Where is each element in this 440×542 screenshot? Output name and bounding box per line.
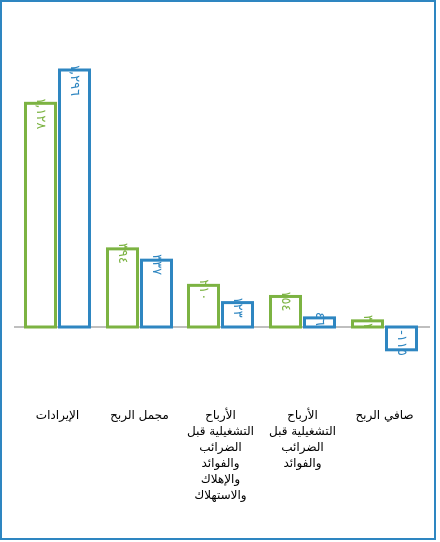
category-label-3: الأرباح التشغيلية قبل الضرائب والفوائد	[269, 407, 336, 471]
bar-s1-c4	[385, 325, 418, 352]
category-label-0: الإيرادات	[36, 408, 79, 423]
bar-s0-c0	[24, 101, 57, 329]
category-label-2-line-3: والفوائد	[201, 456, 239, 471]
value-label-s0-c4: ٣١	[360, 315, 375, 329]
category-label-3-line-2: الضرائب	[281, 440, 323, 455]
value-label-s0-c2: ٢١٠	[196, 279, 211, 300]
category-label-2: الأرباح التشغيلية قبل الضرائب والفوائد والإه…	[187, 407, 254, 503]
bar-s0-c1	[106, 247, 139, 329]
category-label-2-line-1: التشغيلية قبل	[187, 424, 254, 438]
value-label-s1-c4: -١١٥	[394, 330, 409, 356]
bar-s0-c2	[187, 283, 220, 329]
category-label-3-line-1: التشغيلية قبل	[269, 424, 336, 438]
bar-s0-c4	[351, 319, 384, 329]
category-label-1: مجمل الربح	[110, 408, 169, 423]
category-label-2-line-4: والإهلاك	[201, 472, 240, 487]
category-label-4: صافي الربح	[355, 408, 413, 423]
value-label-s1-c3: ٤٦	[312, 312, 327, 326]
category-label-0-line-0: الإيرادات	[36, 408, 79, 423]
value-label-s1-c0: ١,٢٩٦	[67, 64, 82, 96]
category-label-3-line-3: والفوائد	[283, 456, 321, 471]
category-label-3-line-0: الأرباح	[287, 407, 318, 423]
value-label-s1-c2: ١٢٣	[230, 297, 245, 318]
category-label-2-line-5: والاستهلاك	[194, 488, 246, 503]
bar-s1-c1	[140, 258, 173, 329]
bar-s1-c2	[221, 301, 254, 329]
category-label-2-line-2: الضرائب	[199, 440, 241, 455]
category-label-1-line-0: مجمل الربح	[110, 408, 169, 423]
category-label-2-line-0: الأرباح	[205, 407, 236, 423]
value-label-s0-c1: ٣٩٤	[115, 243, 130, 264]
category-label-4-line-0: صافي الربح	[355, 408, 413, 423]
bar-s0-c3	[269, 294, 302, 329]
value-label-s0-c0: ١,١٢٨	[33, 97, 48, 129]
value-label-s0-c3: ١٥٤	[278, 290, 293, 311]
bar-s1-c3	[303, 316, 336, 329]
value-label-s1-c1: ٣٣٧	[149, 254, 164, 275]
bar-s1-c0	[58, 68, 91, 329]
